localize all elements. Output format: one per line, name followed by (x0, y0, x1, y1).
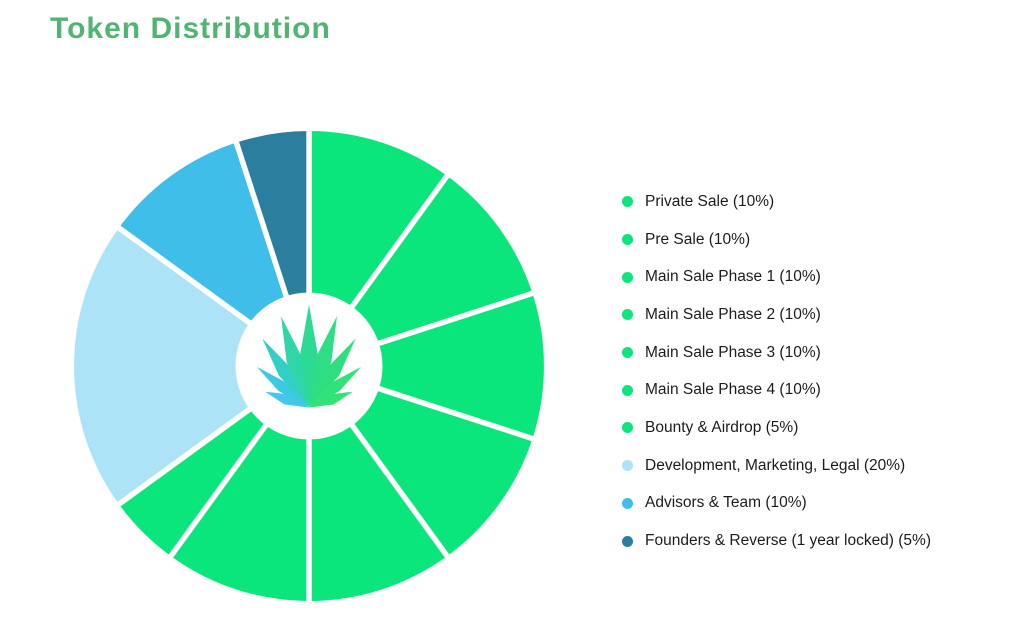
legend-swatch (622, 271, 633, 283)
pie-slice-pre-sale (306, 171, 538, 369)
legend-swatch (622, 309, 633, 321)
legend-item: Advisors & Team (10%) (622, 485, 931, 523)
legend-label: Advisors & Team (10%) (645, 494, 807, 512)
legend-item: Development, Marketing, Legal (20%) (622, 447, 931, 485)
legend-swatch (622, 460, 633, 472)
legend-item: Main Sale Phase 1 (10%) (622, 258, 931, 296)
legend-label: Bounty & Airdrop (5%) (645, 418, 799, 436)
legend-label: Private Sale (10%) (645, 192, 775, 210)
legend-label: Main Sale Phase 4 (10%) (645, 381, 821, 399)
pie-chart-svg (68, 125, 550, 607)
legend-swatch (622, 535, 633, 547)
legend-label: Pre Sale (10%) (645, 230, 751, 248)
pie-slice-main-sale-phase-2 (306, 363, 538, 561)
legend-swatch (622, 196, 633, 208)
legend-item: Pre Sale (10%) (622, 221, 931, 259)
pie-chart (64, 121, 554, 611)
pie-slice-development-marketing-legal (68, 223, 312, 509)
hemp-leaf-icon (256, 304, 362, 408)
legend-swatch (622, 384, 633, 396)
legend-item: Founders & Reverse (1 year locked) (5%) (622, 522, 931, 560)
legend-item: Bounty & Airdrop (5%) (622, 409, 931, 447)
legend-label: Main Sale Phase 3 (10%) (645, 343, 821, 361)
pie-slice-advisors-team (114, 137, 312, 369)
page-title: Token Distribution (50, 12, 331, 45)
legend-swatch (622, 497, 633, 509)
legend-item: Private Sale (10%) (622, 183, 931, 221)
legend-label: Development, Marketing, Legal (20%) (645, 456, 906, 474)
legend-item: Main Sale Phase 4 (10%) (622, 371, 931, 409)
legend-item: Main Sale Phase 2 (10%) (622, 296, 931, 334)
legend-swatch (622, 422, 633, 434)
chart-legend: Private Sale (10%) Pre Sale (10%) Main Sal… (622, 183, 931, 560)
legend-swatch (622, 234, 633, 246)
legend-label: Main Sale Phase 1 (10%) (645, 268, 821, 286)
legend-swatch (622, 347, 633, 359)
legend-label: Founders & Reverse (1 year locked) (5%) (645, 532, 932, 550)
legend-item: Main Sale Phase 3 (10%) (622, 334, 931, 372)
legend-label: Main Sale Phase 2 (10%) (645, 305, 821, 323)
pie-slice-main-sale-phase-1 (306, 289, 550, 443)
